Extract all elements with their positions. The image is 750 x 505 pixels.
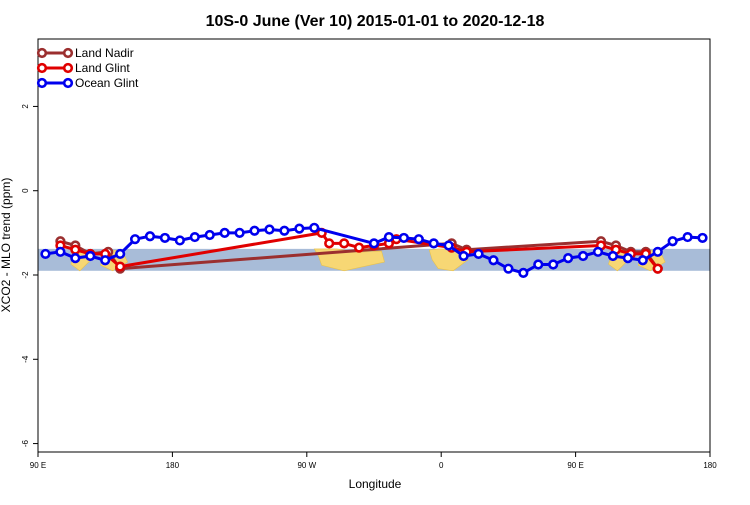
land-mass — [428, 248, 469, 272]
data-point-ocean-glint — [309, 222, 320, 233]
series-ocean-glint — [40, 222, 708, 278]
x-axis-label: Longitude — [349, 477, 402, 491]
data-point-ocean-glint — [144, 231, 156, 242]
data-point-ocean-glint — [667, 236, 678, 247]
data-point-ocean-glint — [592, 246, 604, 257]
data-point-land-glint — [339, 238, 350, 249]
legend-item-land-glint: Land Glint — [36, 61, 130, 75]
data-point-ocean-glint — [129, 234, 141, 245]
x-tick-label: 0 — [439, 461, 444, 470]
legend-item-land-nadir: Land Nadir — [36, 46, 134, 60]
chart-title: 10S-0 June (Ver 10) 2015-01-01 to 2020-1… — [206, 13, 545, 30]
data-point-ocean-glint — [279, 225, 290, 236]
data-point-ocean-glint — [383, 231, 395, 243]
data-point-land-glint — [115, 261, 126, 272]
data-point-ocean-glint — [413, 234, 424, 245]
data-point-ocean-glint — [398, 232, 409, 244]
x-axis: 90 E 180 90 W 0 90 E 180 — [30, 452, 717, 470]
legend-marker — [36, 47, 48, 59]
data-point-ocean-glint — [622, 253, 633, 264]
data-point-ocean-glint — [443, 240, 454, 251]
legend-marker — [62, 62, 74, 74]
data-point-ocean-glint — [533, 259, 544, 270]
data-point-ocean-glint — [697, 232, 708, 244]
legend-marker — [62, 47, 74, 59]
plot-frame — [37, 38, 711, 453]
data-point-ocean-glint — [55, 246, 66, 257]
data-point-land-glint — [324, 238, 335, 249]
x-tick-label: 90 E — [30, 461, 46, 470]
data-point-ocean-glint — [85, 250, 96, 262]
data-point-ocean-glint — [652, 246, 663, 257]
data-point-ocean-glint — [473, 248, 484, 260]
y-axis: 2 0 -2 -4 -6 — [21, 104, 38, 447]
data-point-land-glint — [353, 242, 365, 253]
y-tick-label: 2 — [21, 104, 30, 109]
x-tick-label: 180 — [703, 461, 717, 470]
data-point-ocean-glint — [607, 250, 619, 262]
y-tick-label: -6 — [21, 439, 30, 447]
data-point-ocean-glint — [503, 263, 514, 274]
data-point-ocean-glint — [458, 250, 469, 262]
data-point-ocean-glint — [189, 231, 200, 243]
data-point-ocean-glint — [368, 238, 380, 249]
data-point-ocean-glint — [234, 227, 245, 238]
data-point-ocean-glint — [174, 235, 185, 246]
x-tick-label: 90 E — [567, 461, 583, 470]
legend-label: Land Nadir — [75, 46, 134, 60]
data-point-ocean-glint — [682, 231, 693, 243]
legend-label: Ocean Glint — [75, 76, 139, 90]
legend-marker — [36, 77, 48, 89]
data-point-ocean-glint — [115, 248, 126, 260]
data-point-ocean-glint — [294, 223, 305, 234]
y-tick-label: 0 — [21, 188, 30, 193]
data-point-ocean-glint — [100, 255, 111, 266]
data-point-ocean-glint — [249, 225, 260, 236]
y-axis-label: XCO2 - MLO trend (ppm) — [0, 178, 13, 313]
data-point-ocean-glint — [264, 224, 275, 235]
data-point-ocean-glint — [204, 229, 215, 241]
data-point-land-glint — [652, 263, 663, 274]
data-point-ocean-glint — [219, 227, 230, 238]
legend-label: Land Glint — [75, 61, 130, 75]
series-layer — [40, 222, 708, 278]
data-point-ocean-glint — [548, 259, 559, 270]
data-point-ocean-glint — [70, 253, 81, 264]
data-point-ocean-glint — [637, 255, 648, 266]
data-point-ocean-glint — [40, 248, 51, 260]
x-tick-label: 90 W — [297, 461, 316, 470]
y-tick-label: -4 — [21, 355, 30, 363]
data-point-land-glint — [70, 244, 81, 255]
data-point-ocean-glint — [563, 253, 574, 264]
data-point-ocean-glint — [518, 267, 529, 278]
y-tick-label: -2 — [21, 271, 30, 279]
land-mass — [313, 248, 385, 272]
data-point-ocean-glint — [488, 255, 499, 266]
x-tick-label: 180 — [166, 461, 180, 470]
legend-item-ocean-glint: Ocean Glint — [36, 76, 139, 90]
data-point-ocean-glint — [428, 238, 439, 249]
data-point-ocean-glint — [577, 250, 589, 262]
data-point-ocean-glint — [159, 232, 171, 244]
legend-marker — [36, 62, 48, 74]
legend-marker — [62, 77, 74, 89]
